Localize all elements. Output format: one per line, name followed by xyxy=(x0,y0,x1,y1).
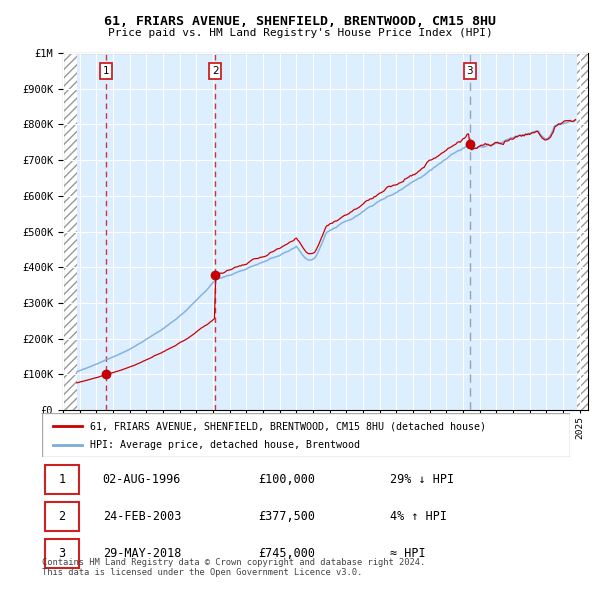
Bar xyxy=(44,465,79,494)
Text: £377,500: £377,500 xyxy=(259,510,316,523)
Text: 3: 3 xyxy=(59,547,65,560)
Text: 29-MAY-2018: 29-MAY-2018 xyxy=(103,547,181,560)
Text: Price paid vs. HM Land Registry's House Price Index (HPI): Price paid vs. HM Land Registry's House … xyxy=(107,28,493,38)
Bar xyxy=(577,53,588,410)
Text: 02-AUG-1996: 02-AUG-1996 xyxy=(103,473,181,486)
Text: 2: 2 xyxy=(212,66,218,76)
Text: ≈ HPI: ≈ HPI xyxy=(391,547,426,560)
Text: 24-FEB-2003: 24-FEB-2003 xyxy=(103,510,181,523)
Bar xyxy=(63,53,77,410)
Text: 3: 3 xyxy=(467,66,473,76)
Bar xyxy=(44,539,79,568)
Text: 1: 1 xyxy=(103,66,109,76)
Text: Contains HM Land Registry data © Crown copyright and database right 2024.
This d: Contains HM Land Registry data © Crown c… xyxy=(42,558,425,577)
Text: £100,000: £100,000 xyxy=(259,473,316,486)
Text: £745,000: £745,000 xyxy=(259,547,316,560)
Text: HPI: Average price, detached house, Brentwood: HPI: Average price, detached house, Bren… xyxy=(89,440,359,450)
Text: 2: 2 xyxy=(59,510,65,523)
Text: 4% ↑ HPI: 4% ↑ HPI xyxy=(391,510,448,523)
Text: 61, FRIARS AVENUE, SHENFIELD, BRENTWOOD, CM15 8HU: 61, FRIARS AVENUE, SHENFIELD, BRENTWOOD,… xyxy=(104,15,496,28)
Text: 29% ↓ HPI: 29% ↓ HPI xyxy=(391,473,455,486)
Text: 1: 1 xyxy=(59,473,65,486)
Text: 61, FRIARS AVENUE, SHENFIELD, BRENTWOOD, CM15 8HU (detached house): 61, FRIARS AVENUE, SHENFIELD, BRENTWOOD,… xyxy=(89,421,485,431)
Bar xyxy=(44,502,79,531)
